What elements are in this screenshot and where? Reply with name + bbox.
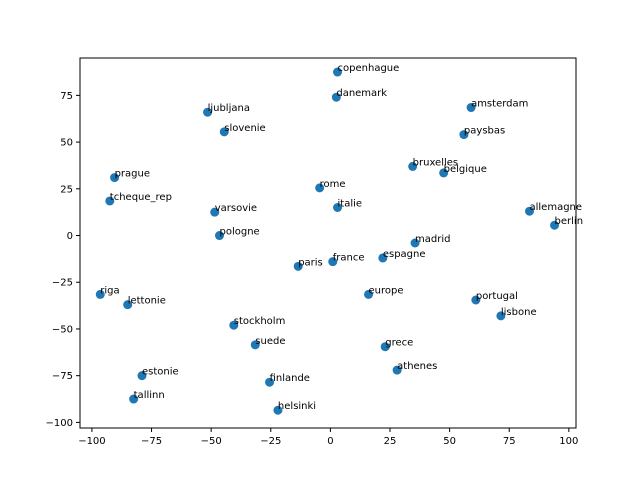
data-point [137, 371, 147, 381]
point-label: copenhague [338, 63, 400, 74]
point-label: estonie [142, 367, 179, 378]
x-tick-label: 25 [384, 436, 397, 447]
y-tick-label: −75 [52, 371, 73, 382]
point-label: portugal [476, 291, 518, 302]
point-label: espagne [383, 249, 426, 260]
data-point [364, 289, 374, 299]
point-label: pologne [220, 227, 260, 238]
data-point [380, 342, 390, 352]
point-label: tcheque_rep [110, 192, 172, 203]
point-label: danemark [336, 88, 387, 99]
y-tick-label: −50 [52, 324, 73, 335]
point-label: lettonie [128, 296, 166, 307]
point-labels: copenhague danemark ljubljana amsterdam slov… [100, 63, 583, 412]
data-point [439, 168, 449, 178]
y-tick-label: 0 [67, 231, 73, 242]
y-tick-label: −100 [46, 418, 73, 429]
x-tick-label: −25 [260, 436, 281, 447]
data-point [333, 67, 343, 77]
x-tick-label: −50 [201, 436, 222, 447]
point-label: madrid [415, 234, 450, 245]
point-label: varsovie [215, 203, 257, 214]
data-point [550, 220, 560, 230]
point-label: helsinki [278, 401, 316, 412]
data-point [315, 183, 325, 193]
y-tick-label: 75 [60, 91, 73, 102]
data-point [250, 340, 260, 350]
data-point [265, 377, 275, 387]
data-point [333, 202, 343, 212]
plot-frame [79, 57, 577, 429]
data-point [110, 173, 120, 183]
x-tick-label: −75 [141, 436, 162, 447]
x-tick-label: 75 [503, 436, 516, 447]
point-label: suede [255, 336, 285, 347]
data-point [210, 207, 220, 217]
data-point [408, 161, 418, 171]
point-label: berlin [555, 216, 584, 227]
point-label: europe [369, 285, 404, 296]
data-point [331, 92, 341, 102]
point-label: italie [338, 198, 363, 209]
x-tick-label: 100 [559, 436, 578, 447]
point-label: belgique [444, 164, 487, 175]
x-tick-label: −100 [78, 436, 105, 447]
y-tick-label: 50 [60, 138, 73, 149]
data-point [123, 300, 133, 310]
point-label: lisbone [501, 307, 537, 318]
data-point [471, 295, 481, 305]
point-label: france [333, 253, 365, 264]
x-axis-ticks: −100 −75 −50 −25 0 25 50 75 100 [78, 428, 578, 447]
point-label: paysbas [464, 126, 505, 137]
point-label: riga [100, 285, 119, 296]
point-label: finlande [270, 373, 310, 384]
point-label: ljubljana [208, 103, 250, 114]
y-tick-label: −25 [52, 278, 73, 289]
data-point [466, 103, 476, 113]
point-label: slovenie [224, 123, 265, 134]
data-point [95, 289, 105, 299]
x-tick-label: 0 [327, 436, 333, 447]
data-point [293, 261, 303, 271]
data-point [459, 130, 469, 140]
point-label: prague [115, 169, 150, 180]
data-points [95, 67, 560, 415]
point-label: amsterdam [471, 99, 528, 110]
data-point [219, 127, 229, 137]
data-point [203, 107, 213, 117]
data-point [229, 320, 239, 330]
point-label: athenes [397, 361, 437, 372]
data-point [410, 238, 420, 248]
data-point [105, 196, 115, 206]
x-tick-label: 50 [443, 436, 456, 447]
data-point [392, 365, 402, 375]
point-label: tallinn [134, 390, 165, 401]
point-label: paris [298, 257, 323, 268]
y-tick-label: 25 [60, 184, 73, 195]
point-label: grece [385, 338, 413, 349]
data-point [328, 257, 338, 267]
y-axis-ticks: −100 −75 −50 −25 0 25 50 75 [46, 91, 80, 429]
point-label: allemagne [530, 202, 583, 213]
data-point [525, 206, 534, 216]
data-point [273, 405, 283, 415]
data-point [378, 253, 388, 263]
point-label: rome [320, 179, 346, 190]
data-point [129, 394, 139, 404]
data-point [496, 311, 506, 321]
point-label: bruxelles [413, 157, 458, 168]
data-point [215, 231, 224, 241]
point-label: stockholm [234, 316, 286, 327]
